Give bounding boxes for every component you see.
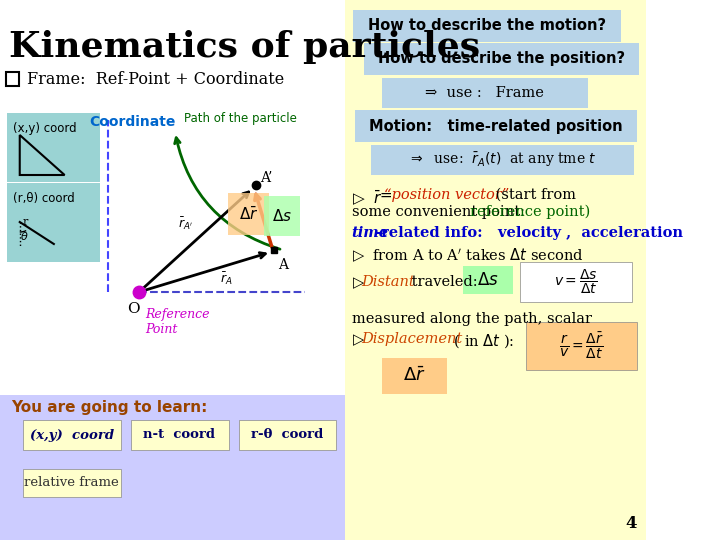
- Text: $\Delta\bar{r}$: $\Delta\bar{r}$: [403, 367, 426, 386]
- Text: Kinematics of particles: Kinematics of particles: [9, 30, 480, 64]
- FancyBboxPatch shape: [526, 322, 637, 370]
- Text: n-t  coord: n-t coord: [143, 429, 215, 442]
- Text: $\bar{r}_A$: $\bar{r}_A$: [220, 271, 233, 287]
- FancyBboxPatch shape: [7, 183, 101, 262]
- Text: $\Delta s$: $\Delta s$: [271, 208, 292, 224]
- FancyBboxPatch shape: [382, 78, 588, 108]
- Text: ⇒  use :   Frame: ⇒ use : Frame: [425, 86, 544, 100]
- Text: ( in $\Delta t$ ):: ( in $\Delta t$ ):: [449, 332, 514, 350]
- Text: $\triangleright$: $\triangleright$: [352, 332, 365, 348]
- Text: A: A: [278, 258, 288, 272]
- FancyBboxPatch shape: [463, 266, 513, 294]
- Text: $\triangleright$  from A to A$'$ takes $\Delta t$ second: $\triangleright$ from A to A$'$ takes $\…: [352, 247, 583, 265]
- Text: reference point): reference point): [470, 205, 590, 219]
- FancyBboxPatch shape: [353, 10, 621, 42]
- FancyBboxPatch shape: [364, 43, 639, 75]
- Text: r: r: [22, 217, 28, 227]
- Text: Coordinate: Coordinate: [90, 115, 176, 129]
- Text: (x,y) coord: (x,y) coord: [14, 122, 77, 135]
- Text: some convenient point:: some convenient point:: [352, 205, 529, 219]
- FancyBboxPatch shape: [371, 145, 634, 175]
- Text: $\triangleright$: $\triangleright$: [352, 275, 365, 291]
- FancyBboxPatch shape: [264, 196, 300, 236]
- Text: Distant: Distant: [361, 275, 415, 289]
- Text: time: time: [352, 226, 389, 240]
- FancyBboxPatch shape: [238, 420, 336, 450]
- Text: 4: 4: [626, 515, 637, 532]
- Text: $\Rightarrow$  use:  $\bar{r}_A(t)$  at any tme $t$: $\Rightarrow$ use: $\bar{r}_A(t)$ at any…: [408, 151, 597, 170]
- Text: Frame:  Ref-Point + Coordinate: Frame: Ref-Point + Coordinate: [27, 71, 284, 87]
- FancyBboxPatch shape: [23, 469, 121, 497]
- Text: How to describe the position?: How to describe the position?: [378, 51, 625, 66]
- FancyBboxPatch shape: [131, 420, 229, 450]
- FancyBboxPatch shape: [6, 72, 19, 86]
- Text: You are going to learn:: You are going to learn:: [11, 400, 207, 415]
- Text: (r,θ) coord: (r,θ) coord: [14, 192, 75, 205]
- FancyBboxPatch shape: [356, 110, 637, 142]
- FancyBboxPatch shape: [23, 420, 121, 450]
- Text: Path of the particle: Path of the particle: [184, 112, 297, 125]
- Text: -related info:   velocity ,  acceleration: -related info: velocity , acceleration: [375, 226, 683, 240]
- Text: (x,y)  coord: (x,y) coord: [30, 429, 114, 442]
- Text: traveled:: traveled:: [408, 275, 478, 289]
- FancyBboxPatch shape: [7, 113, 101, 182]
- Text: r-θ  coord: r-θ coord: [251, 429, 323, 442]
- Text: O: O: [127, 302, 140, 316]
- Text: (start from: (start from: [491, 188, 576, 202]
- Text: $\dfrac{r}{v} = \dfrac{\Delta\bar{r}}{\Delta t}$: $\dfrac{r}{v} = \dfrac{\Delta\bar{r}}{\D…: [559, 331, 604, 361]
- Text: $\Delta\bar{r}$: $\Delta\bar{r}$: [239, 205, 258, 222]
- Text: A’: A’: [260, 171, 273, 185]
- FancyBboxPatch shape: [521, 262, 631, 302]
- FancyBboxPatch shape: [346, 0, 646, 540]
- Text: Motion:   time-related position: Motion: time-related position: [369, 118, 623, 133]
- Text: How to describe the motion?: How to describe the motion?: [368, 18, 606, 33]
- Text: $v = \dfrac{\Delta s}{\Delta t}$: $v = \dfrac{\Delta s}{\Delta t}$: [554, 268, 598, 296]
- Text: =: =: [375, 188, 397, 203]
- Text: Displacement: Displacement: [361, 332, 463, 346]
- Text: $\bar{r}_{A'}$: $\bar{r}_{A'}$: [178, 215, 193, 232]
- Text: $\triangleright$  $\bar{r}$: $\triangleright$ $\bar{r}$: [352, 188, 382, 207]
- FancyBboxPatch shape: [0, 395, 346, 540]
- FancyBboxPatch shape: [382, 358, 447, 394]
- Text: Reference
Point: Reference Point: [145, 308, 210, 336]
- Text: $\Delta s$: $\Delta s$: [477, 271, 499, 289]
- FancyBboxPatch shape: [228, 193, 269, 235]
- Text: $\theta$: $\theta$: [19, 230, 28, 242]
- Text: measured along the path, scalar: measured along the path, scalar: [352, 312, 592, 326]
- Text: “position vector”: “position vector”: [384, 188, 509, 202]
- Text: relative frame: relative frame: [24, 476, 119, 489]
